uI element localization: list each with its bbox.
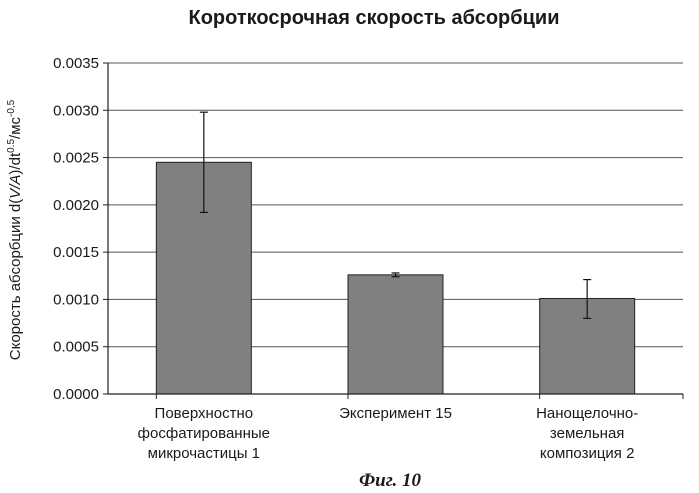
y-axis-label-sup1: 0.5 (6, 139, 17, 153)
x-axis-categories: Поверхностнофосфатированныемикрочастицы … (138, 405, 639, 462)
y-axis-label-sup2: -0,5 (6, 99, 17, 117)
chart-title: Короткосрочная скорость абсорбции (189, 7, 560, 29)
figure-caption: Фиг. 10 (359, 470, 421, 491)
bars (156, 162, 634, 394)
x-category-label: Эксперимент 15 (339, 405, 452, 422)
bar (348, 275, 443, 394)
y-tick-label: 0.0000 (53, 386, 99, 403)
y-axis-label-italic: V/A (7, 175, 24, 199)
y-axis-ticks: 0.0000 0.0005 0.0010 0.0015 0.0020 0.0025 0.00… (53, 55, 108, 403)
y-tick-label: 0.0035 (53, 55, 99, 72)
y-axis-label-mid: )/dt (7, 152, 24, 175)
x-category-label: Нанощелочно-земельнаякомпозиция 2 (536, 405, 638, 462)
y-tick-label: 0.0020 (53, 197, 99, 214)
y-tick-label: 0.0005 (53, 339, 99, 356)
x-category-label: Поверхностнофосфатированныемикрочастицы … (138, 405, 270, 462)
y-tick-label: 0.0025 (53, 150, 99, 167)
y-axis-label-main: Скорость абсорбции d( (7, 199, 24, 361)
y-tick-label: 0.0010 (53, 291, 99, 308)
y-tick-label: 0.0030 (53, 102, 99, 119)
y-axis-label: Скорость абсорбции d(V/A)/dt0.5/мс-0,5 (6, 99, 24, 360)
y-tick-label: 0.0015 (53, 244, 99, 261)
y-axis-label-unit: /мс (7, 116, 24, 138)
